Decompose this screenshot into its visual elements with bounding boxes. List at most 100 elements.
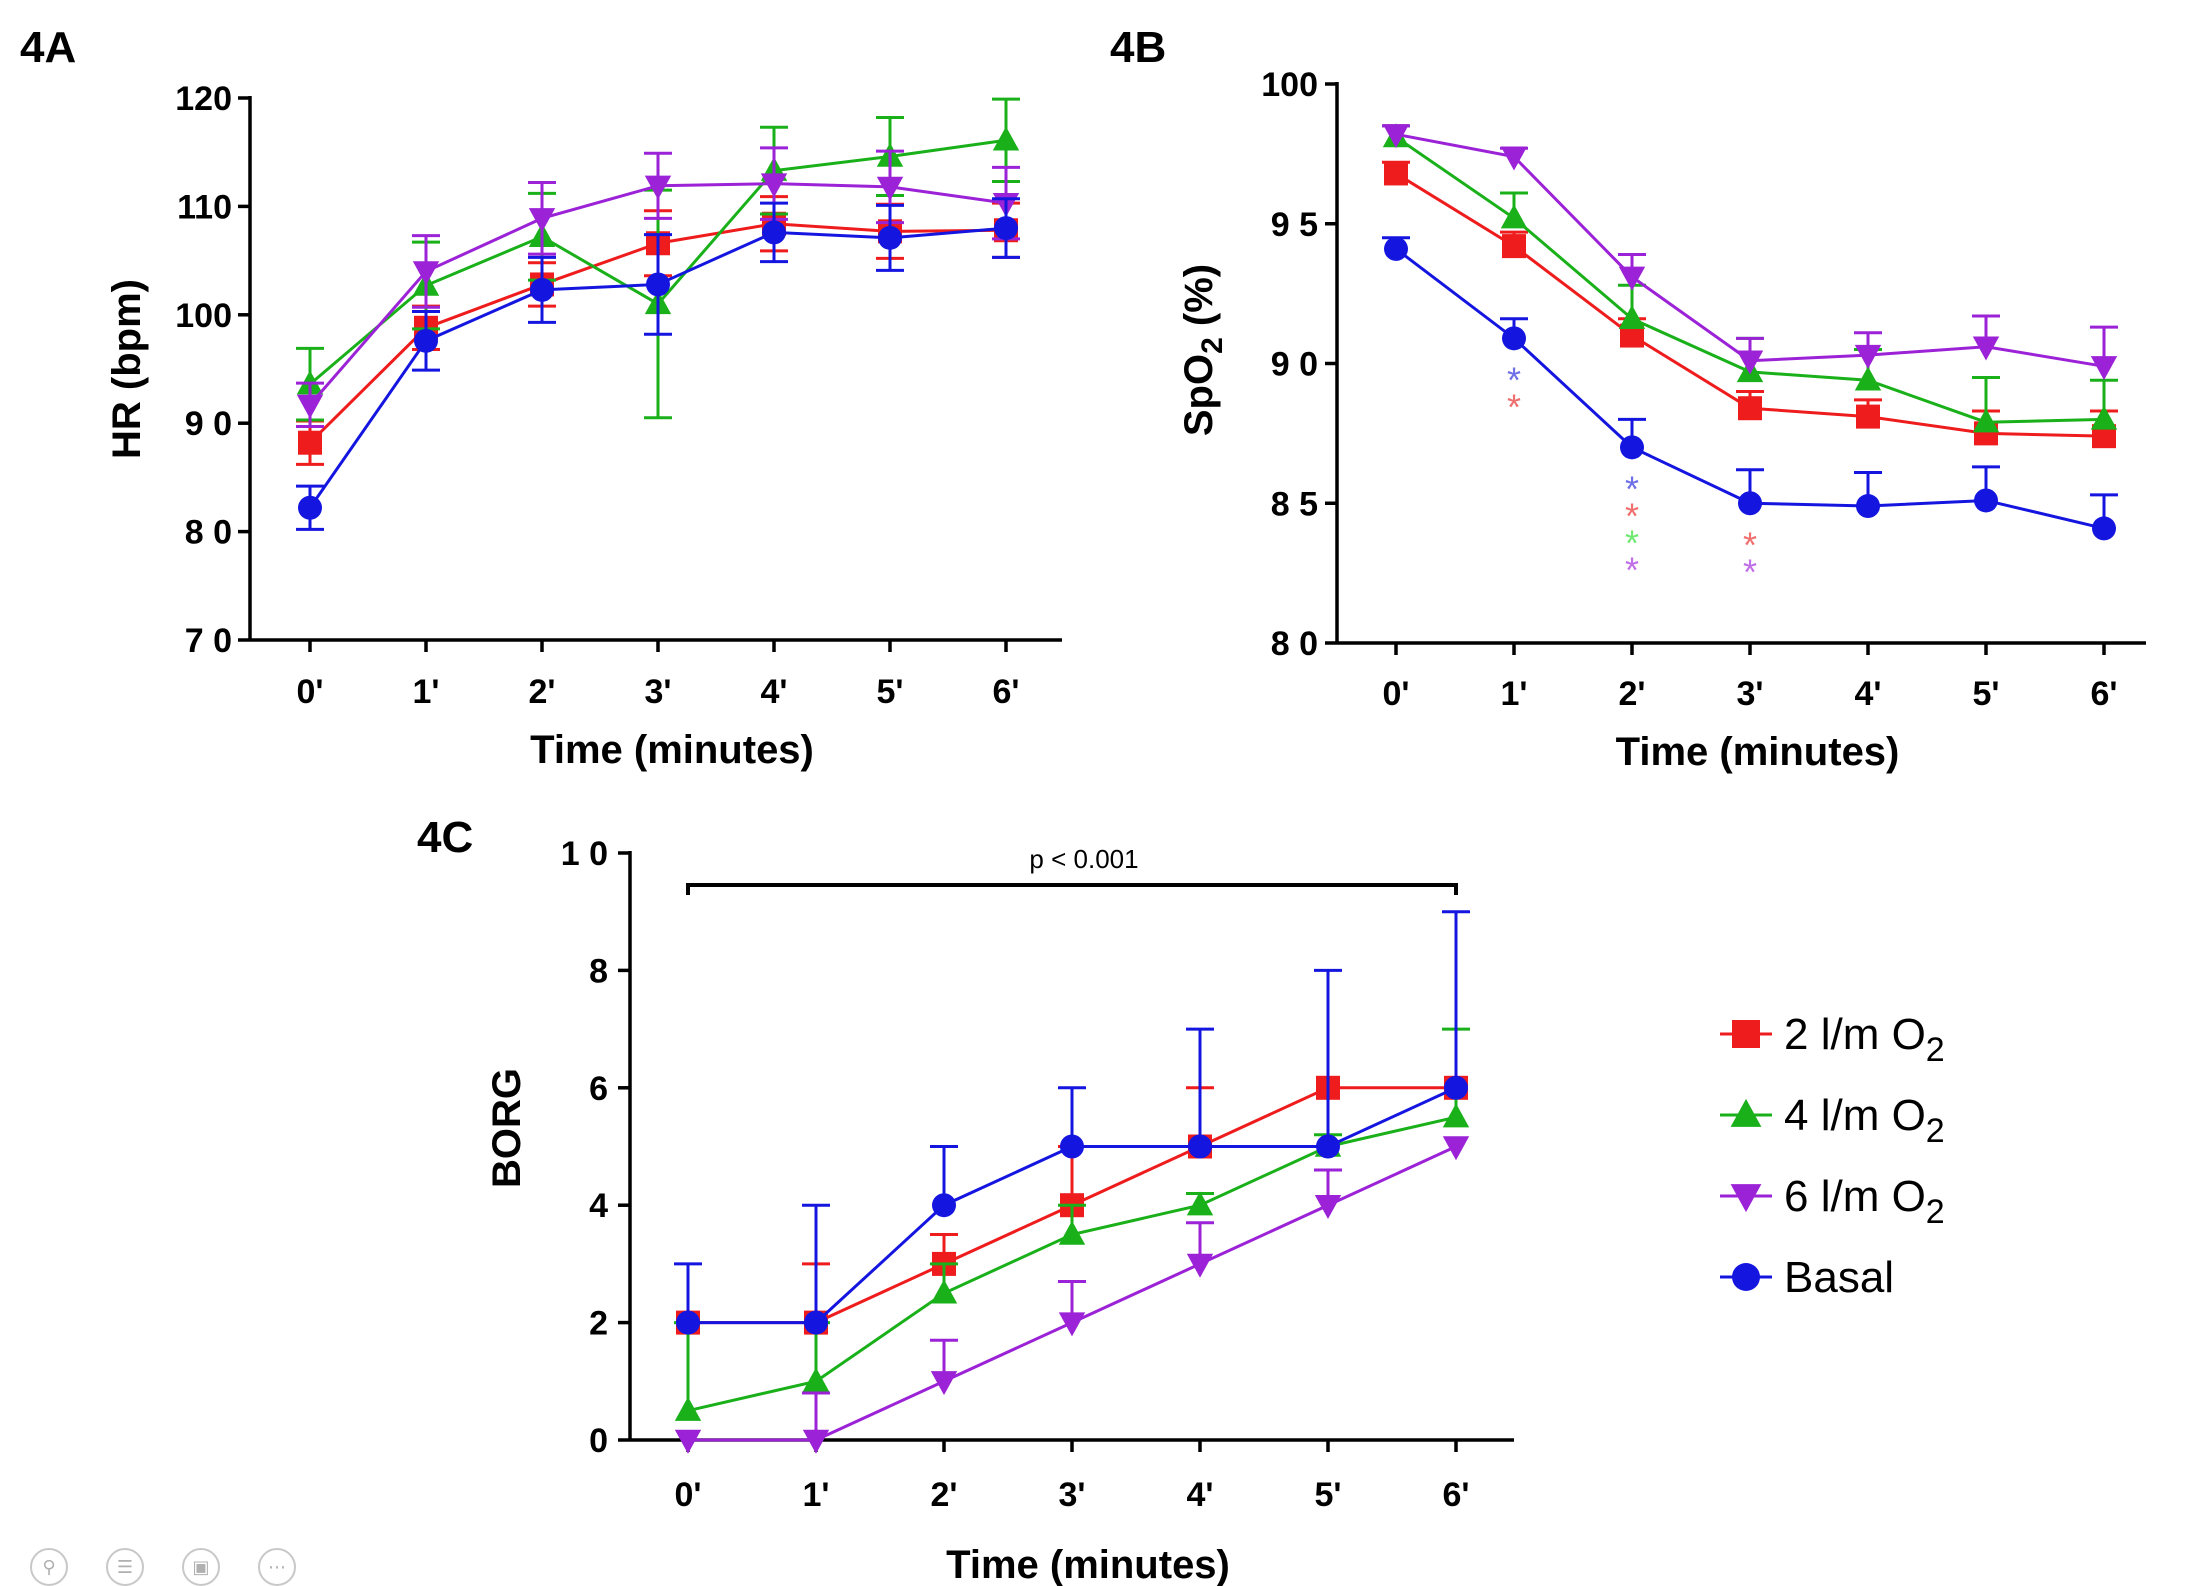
data-point bbox=[414, 328, 438, 353]
data-point bbox=[930, 1279, 958, 1304]
data-point bbox=[1620, 435, 1644, 460]
legend-label-sub: 2 bbox=[1926, 1112, 1945, 1150]
legend-marker bbox=[1730, 1098, 1762, 1127]
data-point bbox=[1854, 366, 1882, 391]
legend-label-main: 2 l/m O bbox=[1784, 1010, 1926, 1059]
y-axis-title: BORG bbox=[485, 1068, 529, 1188]
list-icon[interactable]: ☰ bbox=[106, 1548, 144, 1586]
y-tick-label: 100 bbox=[175, 297, 232, 335]
legend-label: 2 l/m O2 bbox=[1784, 1010, 1945, 1069]
series-basal bbox=[1382, 236, 2118, 541]
data-point bbox=[1502, 326, 1526, 351]
data-point bbox=[1856, 404, 1880, 429]
data-point bbox=[1500, 146, 1528, 171]
x-tick-label: 4' bbox=[1855, 675, 1882, 713]
data-point bbox=[412, 261, 440, 286]
y-tick-label: 2 bbox=[589, 1305, 608, 1343]
y-tick-label: 9 0 bbox=[1271, 346, 1318, 384]
y-tick-label: 9 0 bbox=[185, 405, 232, 443]
data-point bbox=[1058, 1312, 1086, 1337]
x-tick-label: 2' bbox=[931, 1476, 958, 1514]
data-point bbox=[1186, 1191, 1214, 1216]
significance-bracket bbox=[686, 883, 1458, 895]
data-point bbox=[992, 126, 1020, 151]
panel-label: 4B bbox=[1110, 23, 1166, 72]
y-tick-label: 8 0 bbox=[1271, 625, 1318, 663]
x-tick-label: 3' bbox=[1737, 675, 1764, 713]
significance-star: * bbox=[1625, 522, 1639, 563]
data-point bbox=[876, 176, 904, 201]
x-axis-title: Time (minutes) bbox=[1616, 730, 1900, 774]
data-point bbox=[2090, 405, 2118, 430]
data-point bbox=[1384, 161, 1408, 186]
bracket-label: p < 0.001 bbox=[1029, 844, 1138, 874]
significance-star: * bbox=[1625, 495, 1639, 536]
series-o2_6 bbox=[674, 1136, 1470, 1454]
y-tick-label: 100 bbox=[1261, 66, 1318, 104]
y-tick-label: 7 0 bbox=[185, 622, 232, 660]
data-point bbox=[674, 1429, 702, 1454]
y-tick-label: 6 bbox=[589, 1070, 608, 1108]
significance-star: * bbox=[1743, 551, 1757, 592]
x-tick-label: 1' bbox=[803, 1476, 830, 1514]
series-o2_6 bbox=[296, 146, 1020, 428]
data-point bbox=[1856, 494, 1880, 519]
data-point bbox=[1188, 1134, 1212, 1159]
data-point bbox=[2092, 516, 2116, 541]
data-point bbox=[1618, 304, 1646, 329]
data-point bbox=[932, 1193, 956, 1218]
legend-item-o2_6: 6 l/m O2 bbox=[1720, 1172, 1945, 1231]
series-basal bbox=[674, 910, 1470, 1335]
x-axis-title: Time (minutes) bbox=[946, 1543, 1230, 1586]
data-point bbox=[1444, 1075, 1468, 1100]
data-point bbox=[1316, 1134, 1340, 1159]
x-tick-label: 6' bbox=[993, 673, 1020, 711]
y-tick-label: 0 bbox=[589, 1422, 608, 1460]
x-axis-title: Time (minutes) bbox=[530, 728, 814, 772]
significance-star: * bbox=[1507, 359, 1521, 400]
data-point bbox=[1738, 396, 1762, 421]
data-point bbox=[1442, 1136, 1470, 1161]
data-point bbox=[762, 220, 786, 245]
data-point bbox=[804, 1310, 828, 1335]
x-tick-label: 5' bbox=[1973, 675, 2000, 713]
y-tick-label: 120 bbox=[175, 80, 232, 118]
data-point bbox=[644, 175, 672, 200]
data-point bbox=[298, 495, 322, 520]
data-point bbox=[646, 272, 670, 297]
data-point bbox=[1500, 204, 1528, 229]
search-icon[interactable]: ⚲ bbox=[30, 1548, 68, 1586]
data-point bbox=[802, 1367, 830, 1392]
data-point bbox=[1442, 1103, 1470, 1128]
legend-label-main: 6 l/m O bbox=[1784, 1172, 1926, 1221]
legend-label: Basal bbox=[1784, 1253, 1894, 1302]
data-point bbox=[1854, 344, 1882, 369]
data-point bbox=[1738, 491, 1762, 516]
y-axis-title-tail: (%) bbox=[1177, 264, 1221, 337]
more-icon[interactable]: ⋯ bbox=[258, 1548, 296, 1586]
x-tick-label: 3' bbox=[1059, 1476, 1086, 1514]
legend-label: 6 l/m O2 bbox=[1784, 1172, 1945, 1231]
significance-star: * bbox=[1743, 524, 1757, 565]
legend-label-sub: 2 bbox=[1926, 1193, 1945, 1231]
x-tick-label: 0' bbox=[1383, 675, 1410, 713]
data-point bbox=[1502, 234, 1526, 259]
y-tick-label: 9 5 bbox=[1271, 206, 1318, 244]
legend-marker bbox=[1730, 1184, 1762, 1213]
legend-item-basal: Basal bbox=[1720, 1253, 1894, 1302]
data-point bbox=[994, 216, 1018, 241]
x-tick-label: 3' bbox=[645, 673, 672, 711]
data-point bbox=[1384, 236, 1408, 261]
y-tick-label: 8 bbox=[589, 952, 608, 990]
chart-4c: 4C 0 2 4 6 8 1 0 0' 1' 2' 3' 4' 5' 6' Time (minutes) BO… bbox=[417, 813, 1514, 1586]
series-o2_6 bbox=[1382, 124, 2118, 381]
data-point bbox=[1058, 1220, 1086, 1245]
y-tick-label: 1 0 bbox=[561, 835, 608, 873]
data-point bbox=[296, 394, 324, 419]
significance-star: * bbox=[1625, 549, 1639, 590]
chart-4a: 4A 7 0 8 0 9 0 100 110 120 0' 1' 2' 3' 4' 5' 6' Time (… bbox=[20, 23, 1062, 772]
image-icon[interactable]: ▣ bbox=[182, 1548, 220, 1586]
data-point bbox=[1974, 488, 1998, 513]
